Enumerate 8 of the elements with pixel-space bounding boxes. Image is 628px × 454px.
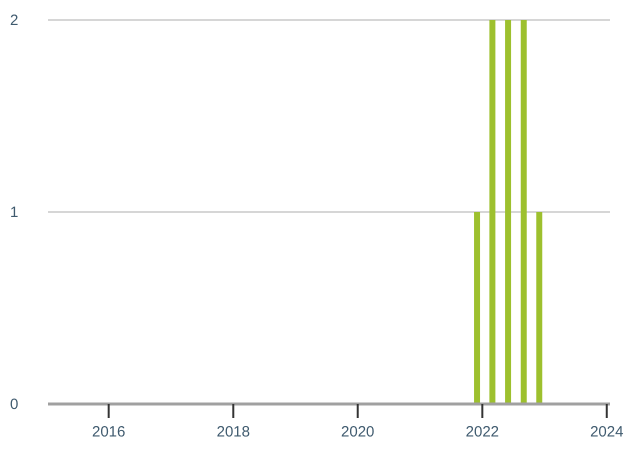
x-tick-label: 2018 (216, 424, 250, 441)
x-tick-label: 2024 (590, 424, 624, 441)
x-tick-label: 2022 (466, 424, 500, 441)
y-tick-label: 2 (10, 12, 18, 29)
x-tick-label: 2016 (92, 424, 126, 441)
y-tick-label: 0 (10, 396, 18, 413)
y-tick-label: 1 (10, 204, 18, 221)
x-tick-label: 2020 (341, 424, 374, 441)
